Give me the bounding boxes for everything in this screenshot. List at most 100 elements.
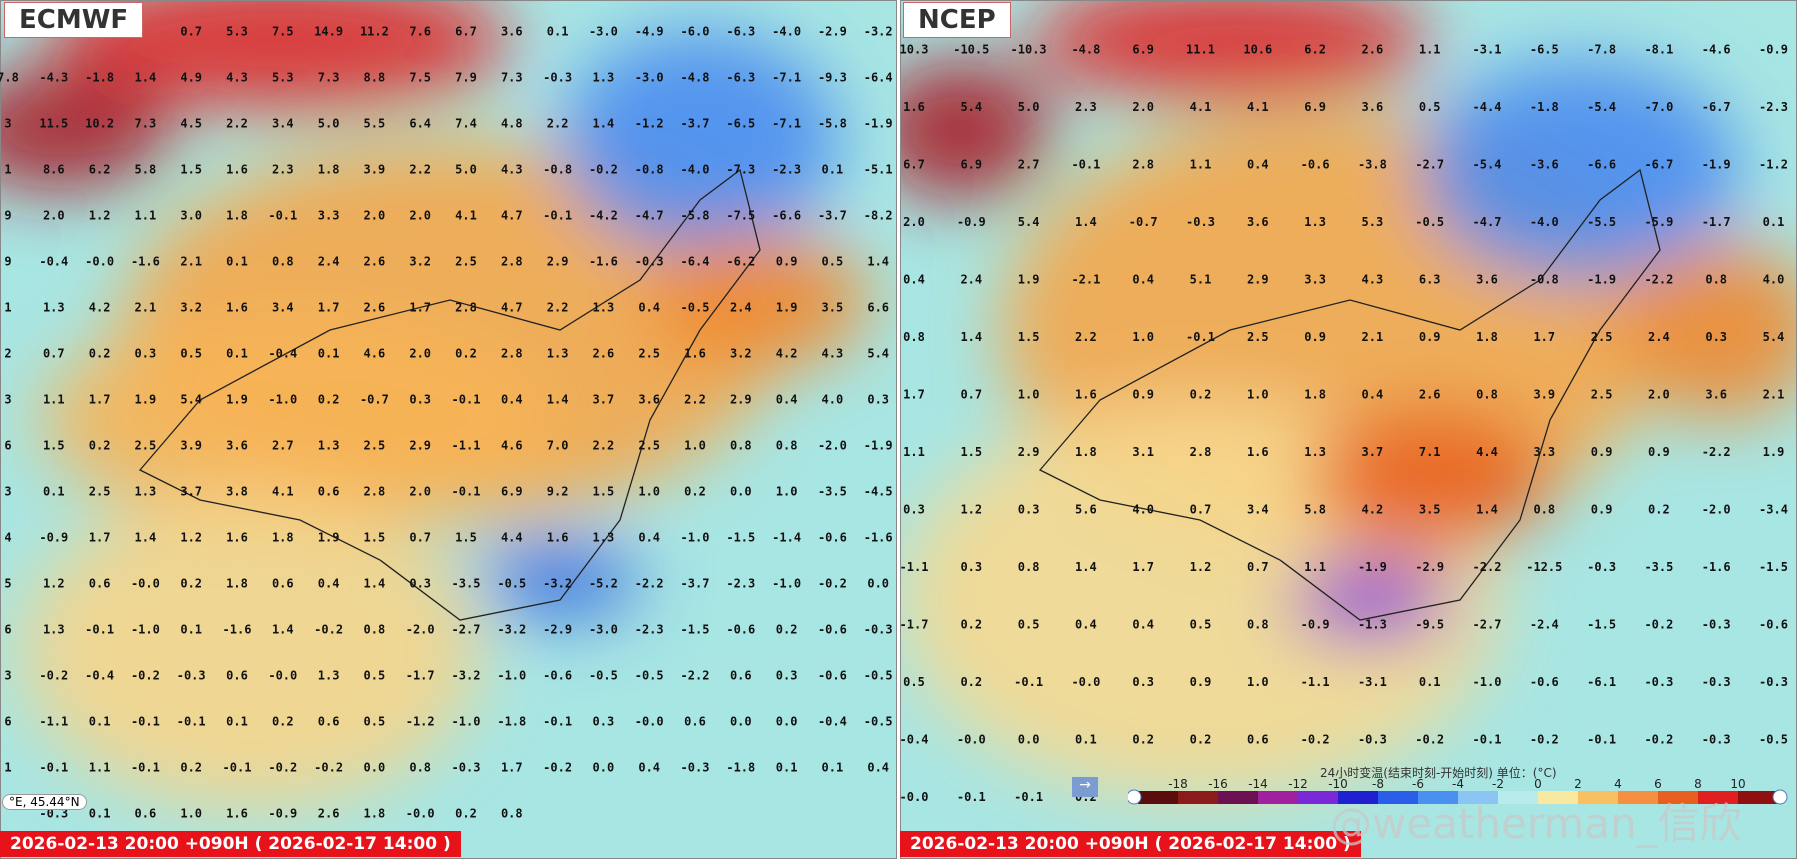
grid-value: -4.7 (1473, 215, 1502, 229)
grid-value: -0.1 (1014, 790, 1043, 804)
grid-value: 0.4 (776, 393, 798, 407)
grid-value: 0.1 (226, 715, 248, 729)
colorbar-tick: -12 (1288, 777, 1308, 791)
grid-value: 3.2 (180, 301, 202, 315)
grid-value: -0.2 (543, 761, 572, 775)
grid-value: 0.8 (1705, 273, 1727, 287)
grid-value: 0.2 (272, 715, 294, 729)
grid-value: 0.6 (318, 715, 340, 729)
grid-value: -2.0 (1702, 503, 1731, 517)
grid-value: 0.3 (867, 393, 889, 407)
grid-value: -0.6 (818, 669, 847, 683)
grid-value: 1.6 (226, 807, 248, 821)
grid-value: 0.0 (730, 485, 752, 499)
grid-value: -2.0 (818, 439, 847, 453)
grid-value: 2.1 (135, 301, 157, 315)
grid-value: 0.8 (903, 330, 925, 344)
grid-value: 0.7 (1247, 560, 1269, 574)
grid-value: 2.2 (1075, 330, 1097, 344)
grid-value: -0.4 (39, 255, 68, 269)
grid-value: 0.2 (776, 623, 798, 637)
grid-value: 1.5 (1018, 330, 1040, 344)
grid-value: -4.5 (864, 485, 893, 499)
grid-value: 3 (4, 485, 11, 499)
grid-value: 3.6 (226, 439, 248, 453)
grid-value: 2.3 (1075, 100, 1097, 114)
grid-value: 10.3 (900, 43, 928, 57)
grid-value: 6.7 (455, 25, 477, 39)
grid-value: -4.0 (772, 25, 801, 39)
grid-value: 4.0 (1763, 273, 1785, 287)
grid-value: 5 (4, 577, 11, 591)
grid-value: 0.8 (1247, 618, 1269, 632)
grid-value: -2.2 (1644, 273, 1673, 287)
grid-value: -0.3 (681, 761, 710, 775)
grid-value: 6 (4, 623, 11, 637)
grid-value: 5.4 (1763, 330, 1785, 344)
grid-value: 2.1 (1362, 330, 1384, 344)
grid-value: 5.4 (867, 347, 889, 361)
field-patch (0, 70, 170, 190)
grid-value: -1.0 (131, 623, 160, 637)
grid-value: -0.7 (1129, 215, 1158, 229)
colorbar-segment (1698, 791, 1738, 804)
grid-value: -6.0 (681, 25, 710, 39)
grid-value: -0.3 (1358, 733, 1387, 747)
grid-value: -7.1 (772, 117, 801, 131)
grid-value: 2.9 (1018, 445, 1040, 459)
grid-value: 0.2 (180, 577, 202, 591)
grid-value: 0.1 (547, 25, 569, 39)
grid-value: -1.5 (726, 531, 755, 545)
grid-value: 1.4 (593, 117, 615, 131)
grid-value: 3.9 (364, 163, 386, 177)
grid-value: -0.9 (957, 215, 986, 229)
grid-value: 0.6 (135, 807, 157, 821)
grid-value: 3.4 (272, 301, 294, 315)
grid-value: 1.2 (180, 531, 202, 545)
grid-value: 3.6 (1476, 273, 1498, 287)
grid-value: 1.1 (903, 445, 925, 459)
grid-value: 0.5 (364, 715, 386, 729)
grid-value: -0.9 (1759, 43, 1788, 57)
slider-handle[interactable] (1772, 789, 1788, 805)
grid-value: 0.4 (638, 301, 660, 315)
grid-value: 0.2 (180, 761, 202, 775)
grid-value: -0.2 (131, 669, 160, 683)
grid-value: 4.2 (1362, 503, 1384, 517)
grid-value: -2.7 (452, 623, 481, 637)
grid-value: -3.6 (1530, 158, 1559, 172)
grid-value: 0.5 (1018, 618, 1040, 632)
grid-value: -0.1 (452, 485, 481, 499)
grid-value: 3.7 (593, 393, 615, 407)
grid-value: 0.9 (1591, 445, 1613, 459)
grid-value: 0.1 (89, 807, 111, 821)
grid-value: -1.8 (85, 71, 114, 85)
grid-value: -3.2 (497, 623, 526, 637)
grid-value: 2.0 (1132, 100, 1154, 114)
grid-value: 2.5 (1591, 330, 1613, 344)
slider-handle[interactable] (1128, 789, 1142, 805)
grid-value: 1.1 (135, 209, 157, 223)
grid-value: 1.0 (1247, 388, 1269, 402)
grid-value: 1.1 (1419, 43, 1441, 57)
grid-value: 1.4 (135, 531, 157, 545)
grid-value: -12.5 (1526, 560, 1562, 574)
grid-value: 1.0 (1132, 330, 1154, 344)
grid-value: 0.2 (455, 807, 477, 821)
grid-value: 2.2 (547, 117, 569, 131)
grid-value: 0.5 (180, 347, 202, 361)
grid-value: 10.2 (85, 117, 114, 131)
grid-value: 1.2 (1190, 560, 1212, 574)
grid-value: -3.0 (589, 623, 618, 637)
grid-value: -1.6 (864, 531, 893, 545)
grid-value: 1.0 (180, 807, 202, 821)
arrow-button[interactable]: → (1072, 777, 1098, 797)
grid-value: -1.2 (406, 715, 435, 729)
grid-value: 2.0 (1648, 388, 1670, 402)
grid-value: -3.7 (681, 117, 710, 131)
grid-value: 1.5 (960, 445, 982, 459)
grid-value: -2.9 (543, 623, 572, 637)
grid-value: 1.6 (1247, 445, 1269, 459)
grid-value: 2.2 (409, 163, 431, 177)
grid-value: 0.1 (226, 347, 248, 361)
